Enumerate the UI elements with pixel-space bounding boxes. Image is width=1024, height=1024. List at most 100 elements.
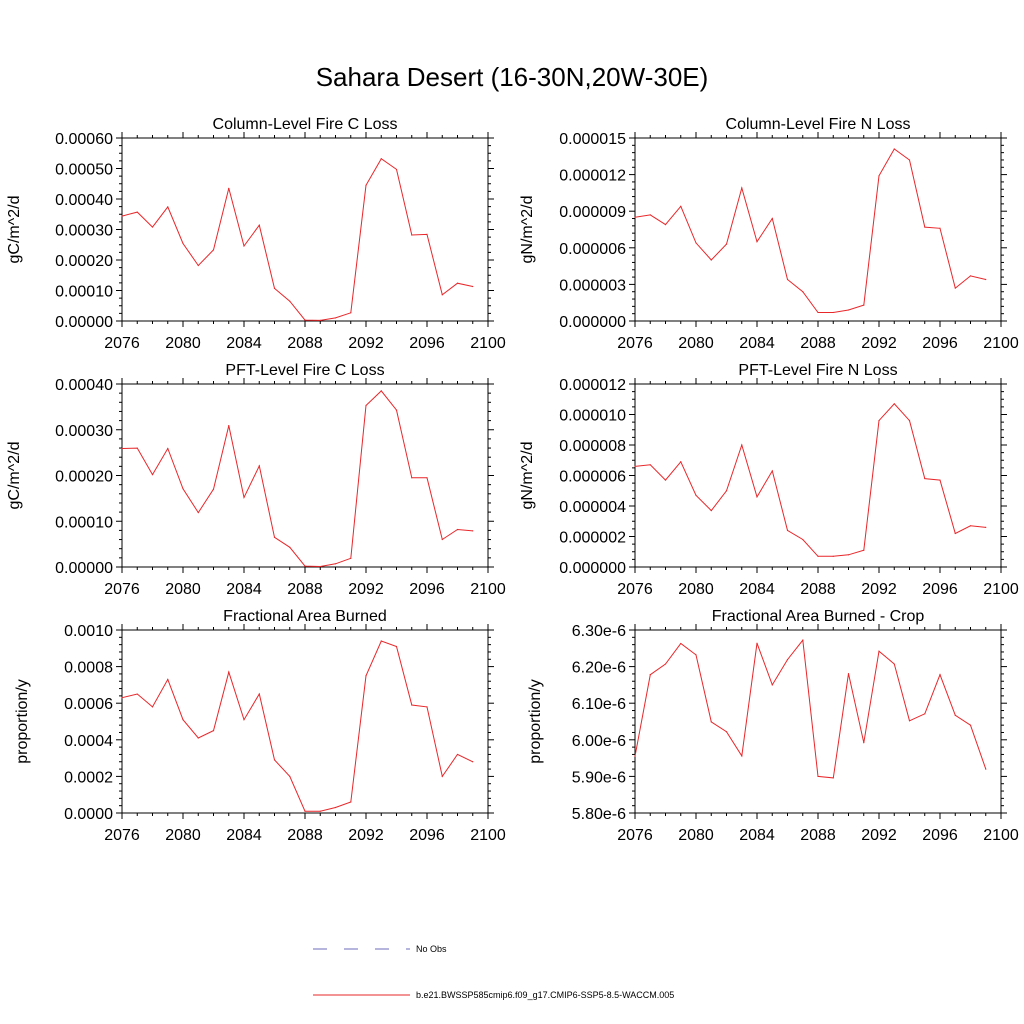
- x-tick-label: 2076: [104, 335, 140, 352]
- data-point: [771, 470, 773, 472]
- y-axis-label: gN/m^2/d: [519, 196, 536, 264]
- data-point: [456, 282, 459, 284]
- data-point: [426, 706, 428, 708]
- data-point: [847, 672, 850, 675]
- y-tick-label: 0.00010: [55, 514, 113, 531]
- data-point: [304, 565, 306, 567]
- x-tick-label: 2076: [617, 581, 653, 598]
- data-point: [365, 184, 367, 186]
- data-point: [847, 309, 850, 311]
- data-point: [441, 775, 443, 778]
- data-point: [954, 532, 956, 535]
- y-axis-label: gN/m^2/d: [519, 442, 536, 510]
- data-point: [319, 810, 321, 812]
- data-point: [969, 525, 972, 527]
- data-point: [695, 242, 697, 244]
- y-tick-label: 6.00e-6: [572, 733, 626, 750]
- data-point: [710, 509, 712, 512]
- data-point: [725, 731, 728, 733]
- data-point: [456, 528, 459, 531]
- y-tick-label: 0.000006: [559, 241, 626, 258]
- data-point: [664, 224, 667, 226]
- x-tick-label: 2088: [287, 335, 323, 352]
- data-point: [847, 554, 850, 556]
- x-tick-label: 2080: [165, 335, 201, 352]
- y-tick-label: 0.00010: [55, 284, 113, 301]
- y-tick-label: 0.0006: [64, 696, 113, 713]
- x-tick-label: 2100: [983, 335, 1019, 352]
- data-point: [649, 464, 651, 466]
- data-point: [273, 287, 276, 289]
- data-point: [771, 217, 773, 220]
- y-tick-label: 0.0000: [64, 806, 113, 823]
- data-point: [741, 187, 743, 189]
- x-tick-label: 2080: [678, 581, 714, 598]
- data-point: [802, 291, 804, 293]
- data-point: [350, 557, 352, 559]
- data-point: [771, 684, 773, 686]
- y-axis-label: proportion/y: [14, 679, 31, 764]
- x-tick-label: 2076: [617, 335, 653, 352]
- x-tick-label: 2100: [470, 335, 506, 352]
- legend-obs-label: No Obs: [416, 944, 447, 954]
- data-point: [136, 211, 138, 213]
- data-point: [426, 477, 428, 479]
- data-point: [832, 311, 834, 314]
- data-point: [634, 216, 636, 218]
- x-tick-label: 2096: [922, 581, 958, 598]
- data-point: [289, 300, 291, 302]
- x-tick-label: 2088: [800, 335, 836, 352]
- figure-title: Sahara Desert (16-30N,20W-30E): [315, 62, 709, 92]
- x-tick-label: 2080: [678, 335, 714, 352]
- y-axis-label: gC/m^2/d: [6, 196, 23, 264]
- y-tick-label: 0.00020: [55, 253, 113, 270]
- data-point: [893, 148, 895, 150]
- data-point: [243, 719, 245, 721]
- data-point: [289, 775, 291, 778]
- data-point: [710, 721, 712, 723]
- data-point: [289, 546, 291, 548]
- y-tick-label: 6.10e-6: [572, 696, 626, 713]
- data-point: [334, 317, 337, 319]
- data-point: [908, 159, 911, 161]
- x-tick-label: 2092: [348, 335, 384, 352]
- y-tick-label: 0.0010: [64, 623, 113, 640]
- panel-title: PFT-Level Fire C Loss: [225, 362, 384, 379]
- data-point: [151, 706, 154, 708]
- data-point: [664, 479, 667, 481]
- data-point: [273, 759, 276, 761]
- x-tick-label: 2092: [861, 827, 897, 844]
- x-tick-label: 2092: [348, 581, 384, 598]
- data-point: [228, 187, 230, 189]
- y-tick-label: 0.00050: [55, 162, 113, 179]
- y-tick-label: 6.30e-6: [572, 623, 626, 640]
- data-point: [634, 465, 636, 467]
- y-axis-label: gC/m^2/d: [6, 442, 23, 510]
- data-point: [441, 294, 443, 296]
- data-point: [441, 538, 443, 541]
- data-point: [924, 713, 926, 715]
- data-point: [634, 755, 636, 757]
- data-point: [472, 761, 474, 763]
- y-tick-label: 0.000003: [559, 277, 626, 294]
- data-point: [954, 287, 956, 289]
- data-point: [334, 563, 337, 565]
- x-tick-label: 2084: [739, 335, 775, 352]
- y-tick-label: 0.0008: [64, 660, 113, 677]
- data-point: [197, 511, 199, 514]
- x-tick-label: 2080: [165, 827, 201, 844]
- x-tick-label: 2092: [861, 581, 897, 598]
- y-tick-label: 6.20e-6: [572, 660, 626, 677]
- panel-title: Fractional Area Burned: [223, 608, 387, 625]
- data-point: [786, 529, 789, 532]
- data-point: [258, 465, 260, 467]
- data-point: [411, 704, 413, 706]
- x-tick-label: 2088: [800, 581, 836, 598]
- data-point: [863, 742, 865, 744]
- x-tick-label: 2096: [922, 335, 958, 352]
- data-point: [319, 319, 321, 321]
- panel-title: PFT-Level Fire N Loss: [738, 362, 897, 379]
- data-point: [863, 304, 865, 306]
- y-tick-label: 5.90e-6: [572, 769, 626, 786]
